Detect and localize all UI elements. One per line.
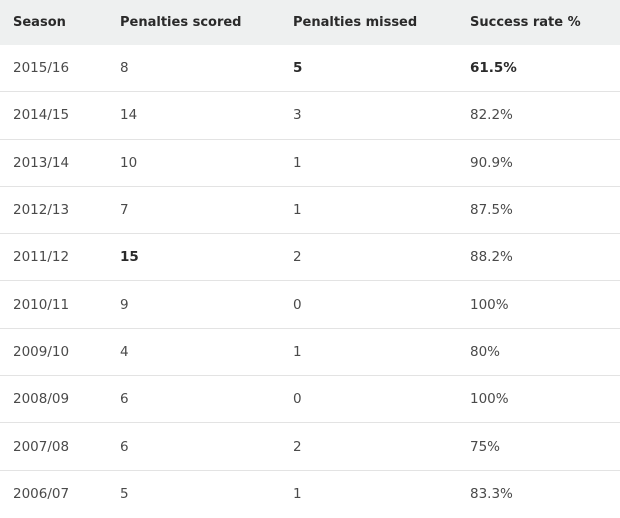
table-cell: 2014/15 <box>0 91 107 140</box>
table-cell: 7 <box>107 186 280 235</box>
table-body: 2015/16 8 5 61.5% 2014/15 14 3 82.2% 2013/14 10 1 9… <box>0 45 620 517</box>
table-row: 2007/08 6 2 75% <box>0 422 620 471</box>
table-cell: 82.2% <box>457 91 620 140</box>
table-cell: 3 <box>280 91 457 140</box>
table-row: 2011/12 15 2 88.2% <box>0 233 620 282</box>
table-cell: 1 <box>280 186 457 235</box>
table-cell: 5 <box>120 485 129 502</box>
table-cell: 1 <box>280 328 457 377</box>
header-cell: Success rate % <box>457 0 620 45</box>
table-cell: 2008/09 <box>0 375 107 424</box>
table-cell: 6 <box>107 422 280 471</box>
table-cell: 100% <box>457 280 620 329</box>
table-cell: 8 <box>107 45 280 93</box>
table-cell: 0 <box>280 375 457 424</box>
table-row: 2006/07 5 1 83.3% <box>0 470 620 517</box>
header-cell: Season <box>0 0 107 45</box>
table-cell: 2015/16 <box>0 45 107 93</box>
table-row: 2013/14 10 1 90.9% <box>0 139 620 187</box>
table-cell: 5 <box>280 45 457 93</box>
table-cell: 6 <box>107 375 280 424</box>
table-cell: 87.5% <box>457 186 620 235</box>
table-row: 2008/09 6 0 100% <box>0 375 620 424</box>
table-cell: 1 <box>280 139 457 187</box>
table-cell: 2009/10 <box>0 328 107 377</box>
table-cell: 83.3% <box>470 485 513 502</box>
table-cell: 2006/07 <box>13 485 70 502</box>
table-cell: 2012/13 <box>0 186 107 235</box>
table-row: 2014/15 14 3 82.2% <box>0 91 620 140</box>
table-cell: 4 <box>107 328 280 377</box>
table-cell: 14 <box>107 91 280 140</box>
table-cell: 75% <box>457 422 620 471</box>
header-row: Season Penalties scored Penalties missed Su… <box>0 0 620 45</box>
table-cell: 9 <box>107 280 280 329</box>
table-cell: 80% <box>457 328 620 377</box>
table-cell: 2 <box>280 233 457 282</box>
header-cell: Penalties missed <box>280 0 457 45</box>
table-cell: 15 <box>107 233 280 282</box>
table-cell: 61.5% <box>457 45 620 93</box>
table-cell: 2013/14 <box>0 139 107 187</box>
table-cell: 100% <box>457 375 620 424</box>
table-cell: 0 <box>280 280 457 329</box>
table-cell: 2011/12 <box>0 233 107 282</box>
table-header: Season Penalties scored Penalties missed Su… <box>0 0 620 45</box>
header-cell: Penalties scored <box>107 0 280 45</box>
table-row: 2015/16 8 5 61.5% <box>0 45 620 93</box>
table-cell: 2010/11 <box>0 280 107 329</box>
table-cell: 1 <box>293 485 302 502</box>
table-row: 2009/10 4 1 80% <box>0 328 620 377</box>
table-cell: 2 <box>280 422 457 471</box>
table-row: 2010/11 9 0 100% <box>0 280 620 329</box>
table-cell: 2007/08 <box>0 422 107 471</box>
table-cell: 88.2% <box>457 233 620 282</box>
table-cell: 90.9% <box>457 139 620 187</box>
table-row: 2012/13 7 1 87.5% <box>0 186 620 235</box>
table-cell: 10 <box>107 139 280 187</box>
